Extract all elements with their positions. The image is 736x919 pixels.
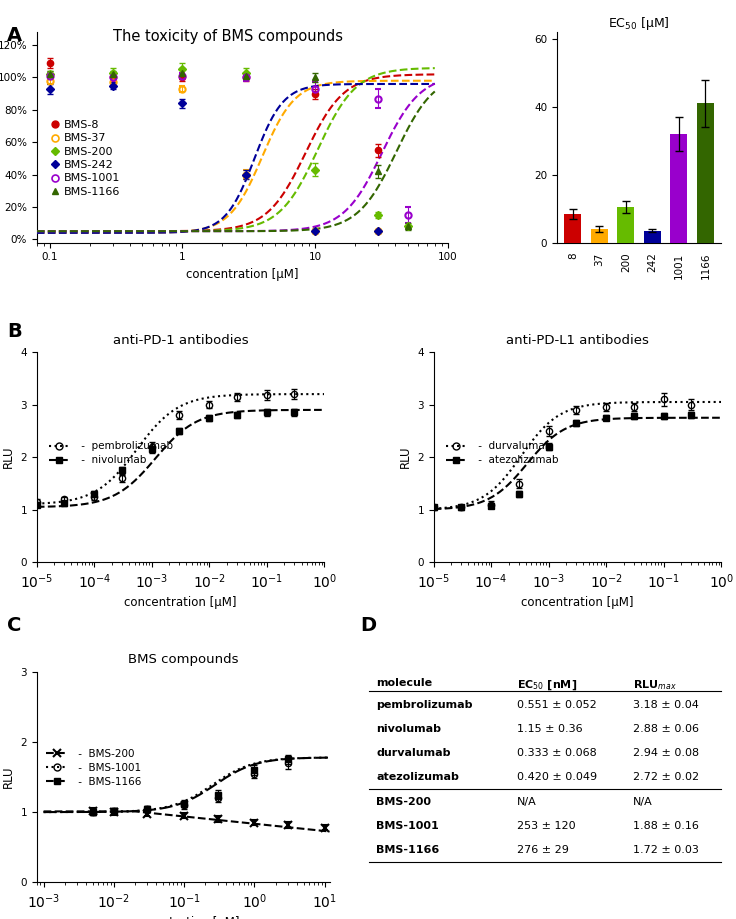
Text: atezolizumab: atezolizumab xyxy=(376,772,459,782)
Bar xyxy=(670,134,687,243)
Y-axis label: RLU: RLU xyxy=(2,446,15,469)
Legend:  -  pembrolizumab,  -  nivolumab: - pembrolizumab, - nivolumab xyxy=(45,437,177,470)
Text: 0.420 ± 0.049: 0.420 ± 0.049 xyxy=(517,772,597,782)
Text: RLU$_{max}$: RLU$_{max}$ xyxy=(633,678,677,692)
Text: BMS-1166: BMS-1166 xyxy=(376,845,439,855)
Text: pembrolizumab: pembrolizumab xyxy=(376,699,473,709)
Title: EC$_{50}$ [μM]: EC$_{50}$ [μM] xyxy=(608,15,670,31)
Text: 2.72 ± 0.02: 2.72 ± 0.02 xyxy=(633,772,699,782)
Text: A: A xyxy=(7,26,23,45)
Y-axis label: RLU: RLU xyxy=(399,446,411,469)
X-axis label: concentration [μM]: concentration [μM] xyxy=(124,596,237,609)
Text: 1.15 ± 0.36: 1.15 ± 0.36 xyxy=(517,724,583,734)
Text: nivolumab: nivolumab xyxy=(376,724,441,734)
Text: 1.88 ± 0.16: 1.88 ± 0.16 xyxy=(633,821,699,831)
Text: 253 ± 120: 253 ± 120 xyxy=(517,821,576,831)
Text: 3.18 ± 0.04: 3.18 ± 0.04 xyxy=(633,699,699,709)
Y-axis label: RLU: RLU xyxy=(2,766,15,789)
Legend:  -  durvalumab,  -  atezolizumab: - durvalumab, - atezolizumab xyxy=(442,437,563,470)
X-axis label: concentration [μM]: concentration [μM] xyxy=(127,916,240,919)
Text: D: D xyxy=(361,616,377,635)
Text: 276 ± 29: 276 ± 29 xyxy=(517,845,569,855)
Text: N/A: N/A xyxy=(633,797,653,807)
Text: BMS-1001: BMS-1001 xyxy=(376,821,439,831)
Text: C: C xyxy=(7,616,22,635)
Bar xyxy=(591,229,608,243)
Text: The toxicity of BMS compounds: The toxicity of BMS compounds xyxy=(113,29,343,44)
Text: 1.72 ± 0.03: 1.72 ± 0.03 xyxy=(633,845,699,855)
Text: 0.333 ± 0.068: 0.333 ± 0.068 xyxy=(517,748,597,758)
Text: durvalumab: durvalumab xyxy=(376,748,450,758)
Text: 0.551 ± 0.052: 0.551 ± 0.052 xyxy=(517,699,597,709)
Text: EC$_{50}$ [nM]: EC$_{50}$ [nM] xyxy=(517,678,577,692)
Title: anti-PD-L1 antibodies: anti-PD-L1 antibodies xyxy=(506,334,649,346)
Title: anti-PD-1 antibodies: anti-PD-1 antibodies xyxy=(113,334,249,346)
Title: BMS compounds: BMS compounds xyxy=(128,653,238,666)
Text: molecule: molecule xyxy=(376,678,432,688)
Legend:  -  BMS-200,  -  BMS-1001,  -  BMS-1166: - BMS-200, - BMS-1001, - BMS-1166 xyxy=(42,744,146,791)
Text: B: B xyxy=(7,322,22,341)
X-axis label: concentration [μM]: concentration [μM] xyxy=(521,596,634,609)
Text: BMS-200: BMS-200 xyxy=(376,797,431,807)
Bar xyxy=(697,104,714,243)
Bar xyxy=(644,231,661,243)
X-axis label: concentration [μM]: concentration [μM] xyxy=(186,267,299,281)
Legend: BMS-8, BMS-37, BMS-200, BMS-242, BMS-1001, BMS-1166: BMS-8, BMS-37, BMS-200, BMS-242, BMS-100… xyxy=(46,116,125,201)
Text: 2.94 ± 0.08: 2.94 ± 0.08 xyxy=(633,748,699,758)
Text: 2.88 ± 0.06: 2.88 ± 0.06 xyxy=(633,724,699,734)
Bar xyxy=(565,214,581,243)
Bar xyxy=(618,207,634,243)
Text: N/A: N/A xyxy=(517,797,537,807)
